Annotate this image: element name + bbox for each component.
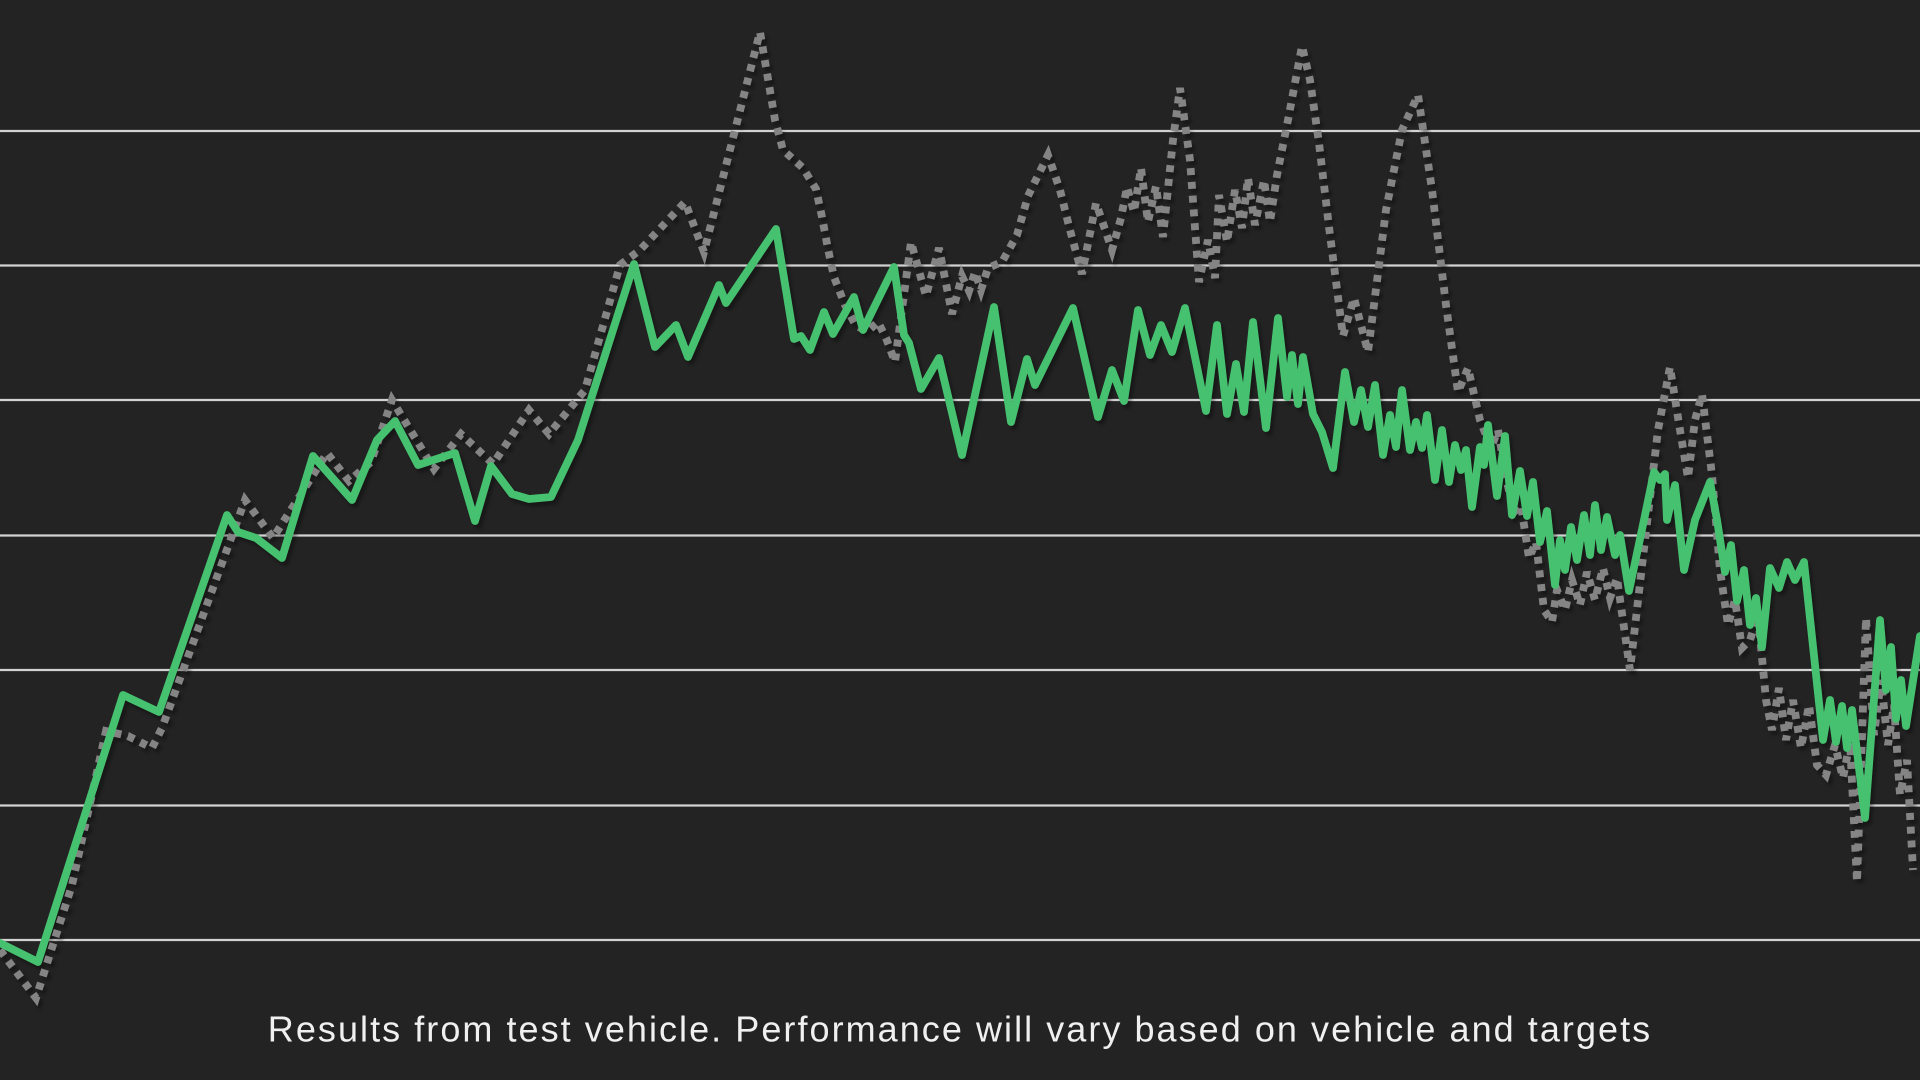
- svg-text:Results from test vehicle. Per: Results from test vehicle. Performance w…: [268, 1009, 1652, 1050]
